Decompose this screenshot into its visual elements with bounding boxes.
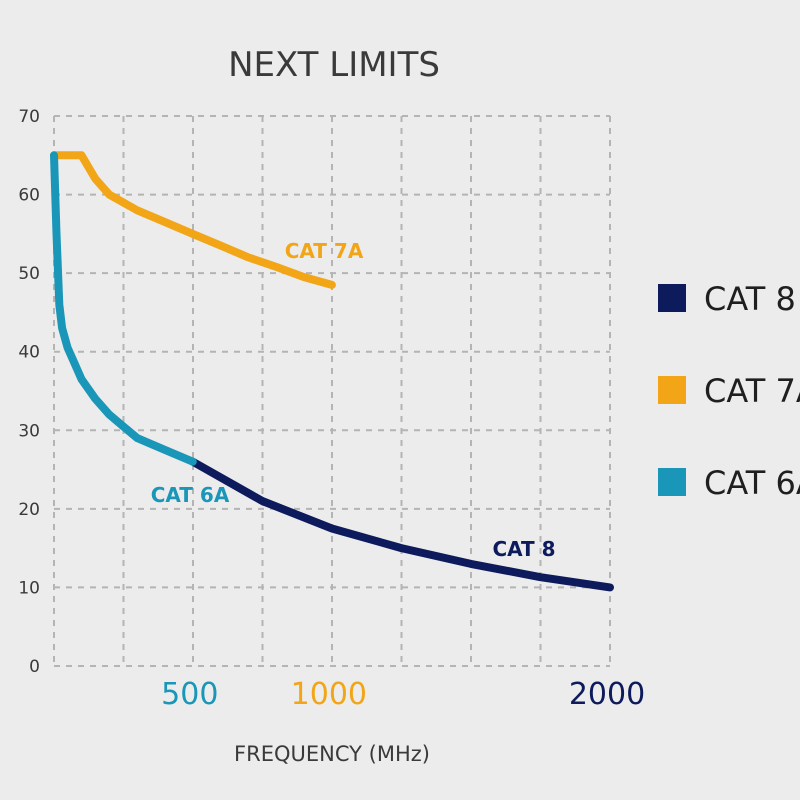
y-tick-label: 70 [18, 107, 40, 127]
y-tick-label: 60 [18, 186, 40, 206]
y-tick-label: 20 [18, 500, 40, 520]
y-tick-label: 50 [18, 264, 40, 284]
x-tick-label: 2000 [569, 677, 645, 712]
legend-swatch [658, 284, 686, 312]
series-label-cat-6a: CAT 6A [151, 483, 230, 507]
y-tick-label: 0 [29, 657, 40, 677]
y-tick-label: 10 [18, 578, 40, 598]
series-group [50, 151, 614, 592]
x-tick-label: 500 [161, 677, 218, 712]
y-tick-label: 30 [18, 421, 40, 441]
grid [53, 115, 611, 667]
series-label-cat-8: CAT 8 [492, 537, 555, 561]
legend-label: CAT 6A [704, 464, 800, 502]
x-axis: 500 1000 2000 [161, 677, 645, 712]
x-tick-label: 1000 [291, 677, 367, 712]
legend-swatch [658, 468, 686, 496]
legend-swatch [658, 376, 686, 404]
series-line-cat-6a [50, 151, 197, 466]
legend: CAT 8 CAT 7A CAT 6A [658, 280, 800, 502]
chart-title: NEXT LIMITS [228, 45, 440, 85]
legend-label: CAT 8 [704, 280, 796, 318]
legend-label: CAT 7A [704, 372, 800, 410]
series-line-cat-8 [188, 457, 614, 592]
x-axis-label: FREQUENCY (MHz) [234, 742, 430, 766]
y-tick-label: 40 [18, 343, 40, 363]
y-axis: 0 10 20 30 40 50 60 70 [18, 107, 40, 677]
series-line-cat-7a [50, 151, 336, 289]
series-labels: CAT 6A CAT 7A CAT 8 [151, 239, 556, 561]
series-label-cat-7a: CAT 7A [285, 239, 364, 263]
